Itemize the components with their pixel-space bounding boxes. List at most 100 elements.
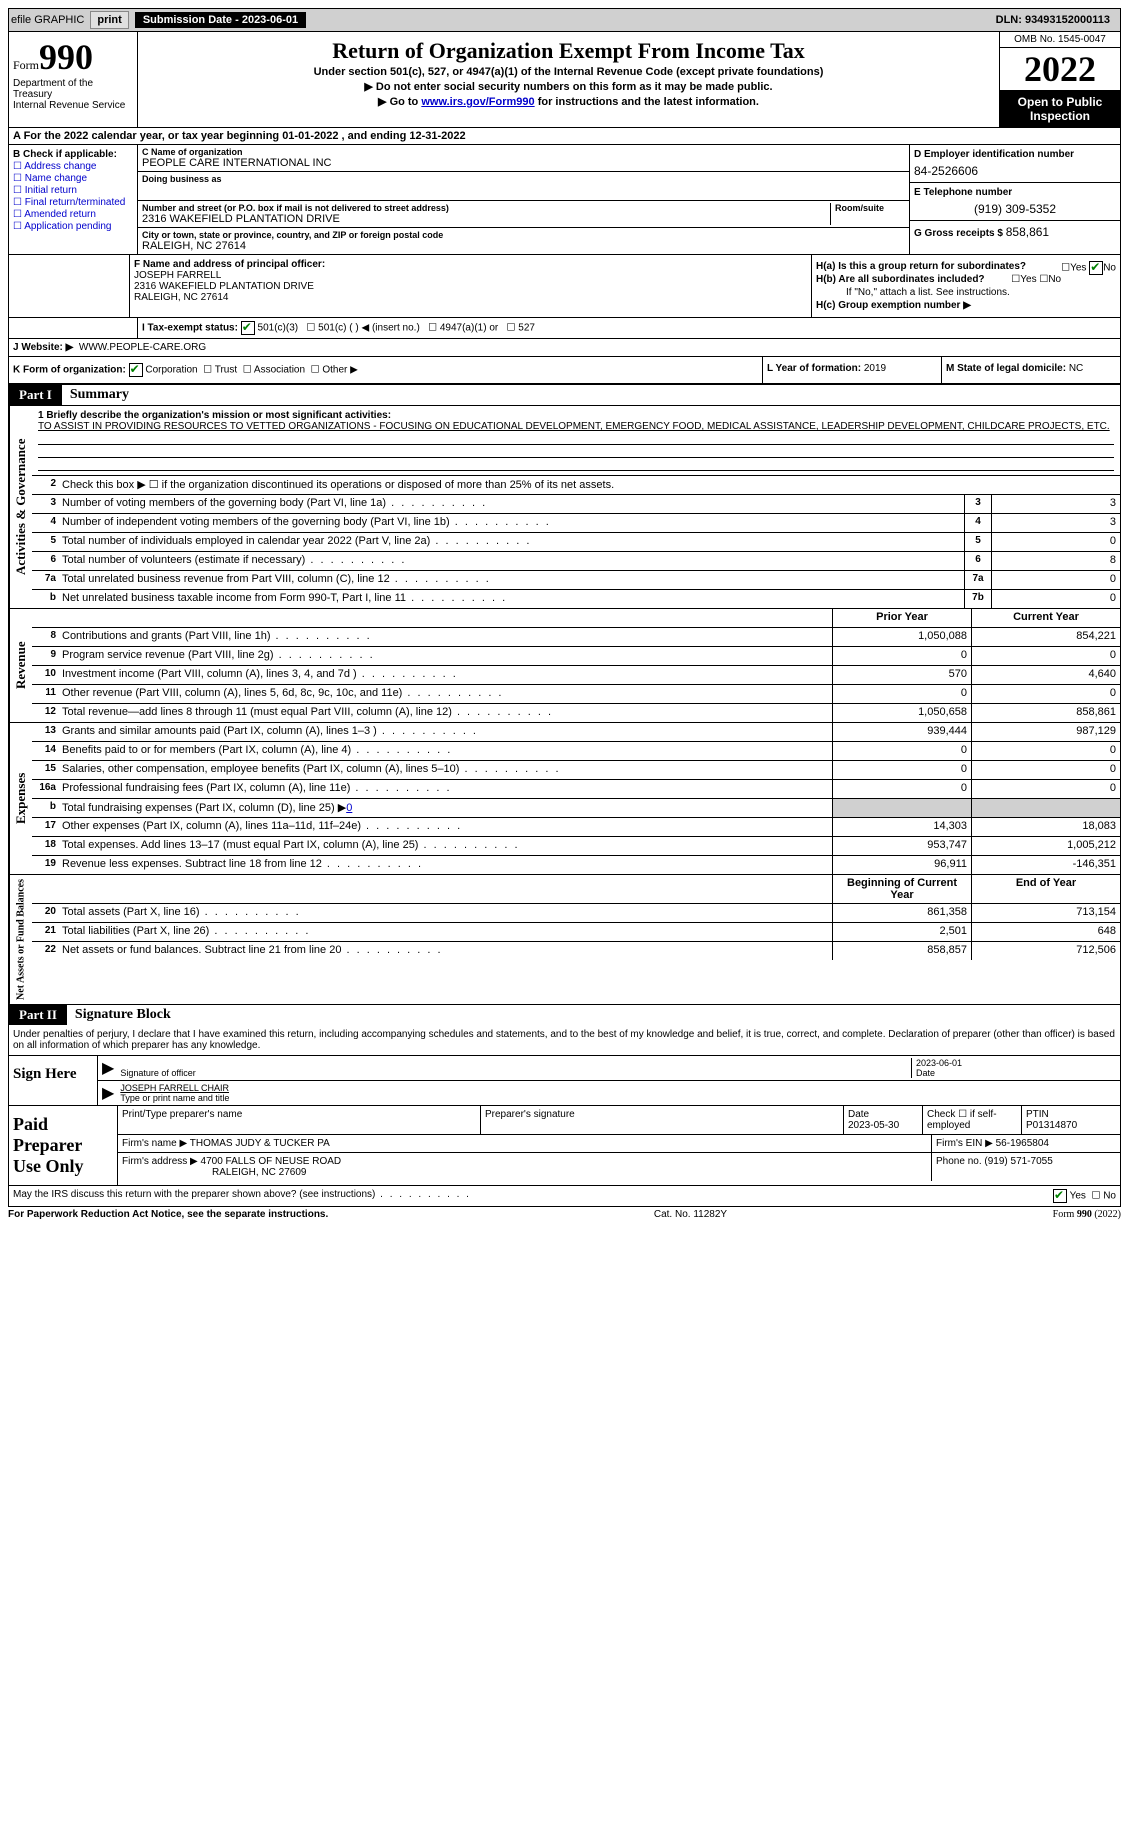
cb-initial[interactable]: ☐ Initial return xyxy=(13,185,133,196)
form-header: Form990 Department of the Treasury Inter… xyxy=(8,32,1121,128)
open-inspection: Open to Public Inspection xyxy=(1000,91,1120,127)
irs-link[interactable]: www.irs.gov/Form990 xyxy=(421,96,534,108)
gov-line-b: bNet unrelated business taxable income f… xyxy=(32,590,1120,608)
arrow-icon: ▶ xyxy=(102,1083,114,1103)
phone: (919) 309-5352 xyxy=(914,198,1116,216)
col-b-checkboxes: B Check if applicable: ☐ Address change … xyxy=(9,145,138,254)
instruction-1: ▶ Do not enter social security numbers o… xyxy=(142,80,995,93)
instruction-2: ▶ Go to www.irs.gov/Form990 for instruct… xyxy=(142,95,995,108)
rev-line-8: 8Contributions and grants (Part VIII, li… xyxy=(32,628,1120,647)
tax-year: 2022 xyxy=(1000,48,1120,91)
row-j-website: J Website: ▶ WWW.PEOPLE-CARE.ORG xyxy=(8,339,1121,357)
preparer-section: Paid Preparer Use Only Print/Type prepar… xyxy=(9,1105,1120,1185)
firm-name: THOMAS JUDY & TUCKER PA xyxy=(190,1138,330,1149)
gov-line-4: 4Number of independent voting members of… xyxy=(32,514,1120,533)
form-ref: Form 990 (2022) xyxy=(1053,1209,1121,1220)
cb-address[interactable]: ☐ Address change xyxy=(13,161,133,172)
top-bar: efile GRAPHIC print Submission Date - 20… xyxy=(8,8,1121,32)
discuss-yes[interactable] xyxy=(1053,1189,1067,1203)
cb-501c3[interactable] xyxy=(241,321,255,335)
arrow-icon: ▶ xyxy=(102,1058,114,1078)
governance-grid: Activities & Governance 1 Briefly descri… xyxy=(8,405,1121,609)
side-revenue: Revenue xyxy=(9,609,32,722)
rev-line-12: 12Total revenue—add lines 8 through 11 (… xyxy=(32,704,1120,722)
signature-section: Under penalties of perjury, I declare th… xyxy=(8,1025,1121,1186)
gov-line-3: 3Number of voting members of the governi… xyxy=(32,495,1120,514)
exp-line-19: 19Revenue less expenses. Subtract line 1… xyxy=(32,856,1120,874)
sign-date: 2023-06-01 xyxy=(916,1058,962,1068)
exp-line-17: 17Other expenses (Part IX, column (A), l… xyxy=(32,818,1120,837)
irs-label: Internal Revenue Service xyxy=(13,100,133,111)
mission-block: 1 Briefly describe the organization's mi… xyxy=(32,406,1120,476)
exp-line-15: 15Salaries, other compensation, employee… xyxy=(32,761,1120,780)
gov-line-7a: 7aTotal unrelated business revenue from … xyxy=(32,571,1120,590)
side-netassets: Net Assets or Fund Balances xyxy=(9,875,32,1004)
state-domicile: NC xyxy=(1069,363,1083,374)
exp-line-b: bTotal fundraising expenses (Part IX, co… xyxy=(32,799,1120,818)
sig-intro: Under penalties of perjury, I declare th… xyxy=(9,1025,1120,1056)
paid-preparer-label: Paid Preparer Use Only xyxy=(9,1106,118,1185)
cb-final[interactable]: ☐ Final return/terminated xyxy=(13,197,133,208)
discuss-row: May the IRS discuss this return with the… xyxy=(8,1186,1121,1207)
exp-line-14: 14Benefits paid to or for members (Part … xyxy=(32,742,1120,761)
cb-amended[interactable]: ☐ Amended return xyxy=(13,209,133,220)
part2-header: Part II Signature Block xyxy=(8,1005,1121,1025)
ein: 84-2526606 xyxy=(914,160,1116,178)
row-klm: K Form of organization: Corporation ☐ Tr… xyxy=(8,357,1121,384)
exp-line-16a: 16aProfessional fundraising fees (Part I… xyxy=(32,780,1120,799)
exp-line-18: 18Total expenses. Add lines 13–17 (must … xyxy=(32,837,1120,856)
cb-name[interactable]: ☐ Name change xyxy=(13,173,133,184)
net-line-22: 22Net assets or fund balances. Subtract … xyxy=(32,942,1120,960)
submission-date: Submission Date - 2023-06-01 xyxy=(135,12,306,28)
officer-name-title: JOSEPH FARRELL CHAIR xyxy=(120,1083,229,1093)
page-footer: For Paperwork Reduction Act Notice, see … xyxy=(8,1207,1121,1222)
rev-line-9: 9Program service revenue (Part VIII, lin… xyxy=(32,647,1120,666)
mission-text: TO ASSIST IN PROVIDING RESOURCES TO VETT… xyxy=(38,421,1114,432)
col-d-ein: D Employer identification number 84-2526… xyxy=(909,145,1120,254)
print-button[interactable]: print xyxy=(90,11,128,29)
form-title: Return of Organization Exempt From Incom… xyxy=(142,38,995,64)
dln: DLN: 93493152000113 xyxy=(996,14,1118,26)
form-label: Form xyxy=(13,58,39,72)
org-city: RALEIGH, NC 27614 xyxy=(142,240,905,252)
sign-here-label: Sign Here xyxy=(9,1056,98,1105)
col-c-org: C Name of organization PEOPLE CARE INTER… xyxy=(138,145,909,254)
gov-line-5: 5Total number of individuals employed in… xyxy=(32,533,1120,552)
org-name: PEOPLE CARE INTERNATIONAL INC xyxy=(142,157,905,169)
rev-line-10: 10Investment income (Part VIII, column (… xyxy=(32,666,1120,685)
cb-corp[interactable] xyxy=(129,363,143,377)
form-subtitle: Under section 501(c), 527, or 4947(a)(1)… xyxy=(142,66,995,78)
form-number: 990 xyxy=(39,37,93,77)
net-line-20: 20Total assets (Part X, line 16) 861,358… xyxy=(32,904,1120,923)
website: WWW.PEOPLE-CARE.ORG xyxy=(79,342,206,353)
side-governance: Activities & Governance xyxy=(9,406,32,608)
gov-line-6: 6Total number of volunteers (estimate if… xyxy=(32,552,1120,571)
firm-phone: (919) 571-7055 xyxy=(984,1156,1052,1167)
year-formation: 2019 xyxy=(864,363,886,374)
col-f-officer: F Name and address of principal officer:… xyxy=(130,255,812,317)
revenue-grid: Revenue Prior YearCurrent Year 8Contribu… xyxy=(8,609,1121,723)
org-address: 2316 WAKEFIELD PLANTATION DRIVE xyxy=(142,213,830,225)
section-bcd: B Check if applicable: ☐ Address change … xyxy=(8,145,1121,254)
netassets-grid: Net Assets or Fund Balances Beginning of… xyxy=(8,875,1121,1005)
omb-number: OMB No. 1545-0047 xyxy=(1000,32,1120,48)
dept-treasury: Department of the Treasury xyxy=(13,78,133,100)
row-a-period: A For the 2022 calendar year, or tax yea… xyxy=(8,128,1121,145)
officer-name: JOSEPH FARRELL xyxy=(134,270,807,281)
firm-ein: 56-1965804 xyxy=(996,1138,1049,1149)
col-h-group: H(a) Is this a group return for subordin… xyxy=(812,255,1120,317)
expenses-grid: Expenses 13Grants and similar amounts pa… xyxy=(8,723,1121,875)
ha-no-checkbox[interactable] xyxy=(1089,261,1103,275)
side-expenses: Expenses xyxy=(9,723,32,874)
prep-date: 2023-05-30 xyxy=(848,1120,899,1131)
cb-pending[interactable]: ☐ Application pending xyxy=(13,221,133,232)
gross-receipts: 858,861 xyxy=(1006,221,1049,239)
section-fh: F Name and address of principal officer:… xyxy=(8,254,1121,318)
net-line-21: 21Total liabilities (Part X, line 26) 2,… xyxy=(32,923,1120,942)
part1-header: Part I Summary xyxy=(8,384,1121,405)
efile-label: efile GRAPHIC xyxy=(11,14,84,26)
rev-line-11: 11Other revenue (Part VIII, column (A), … xyxy=(32,685,1120,704)
exp-line-13: 13Grants and similar amounts paid (Part … xyxy=(32,723,1120,742)
ptin: P01314870 xyxy=(1026,1120,1077,1131)
row-i-status: I Tax-exempt status: 501(c)(3) ☐ 501(c) … xyxy=(8,318,1121,339)
